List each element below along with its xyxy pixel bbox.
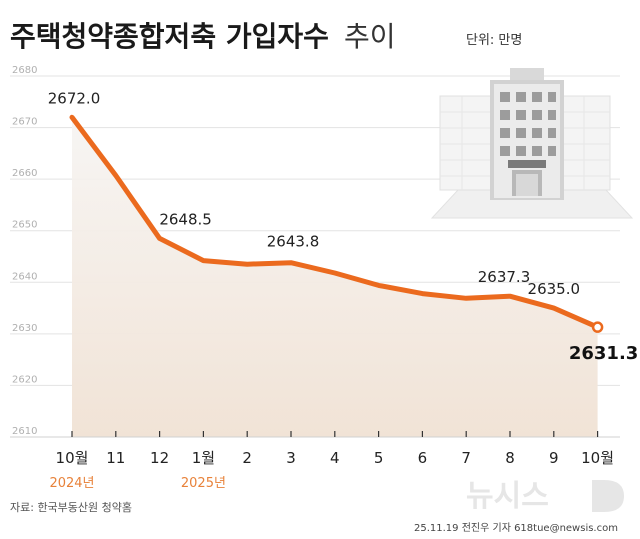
- series-line: [69, 114, 601, 330]
- unit-label: 단위: 만명: [466, 33, 522, 48]
- xtick-label: 9: [549, 449, 559, 467]
- data-label: 2635.0: [528, 280, 581, 298]
- ytick-label-2680: 2680: [12, 65, 37, 76]
- xtick-label: 12: [150, 449, 169, 467]
- data-label: 2672.0: [48, 89, 101, 107]
- data-label: 2643.8: [267, 233, 320, 251]
- data-label: 2631.3: [569, 343, 638, 364]
- xtick-label: 5: [374, 449, 384, 467]
- xtick-label: 1월: [192, 449, 215, 467]
- data-label: 2637.3: [478, 268, 531, 286]
- endpoint-marker: [591, 321, 604, 333]
- area-fill: [72, 117, 598, 438]
- source-label: 자료: 한국부동산원 청약홈: [10, 500, 132, 514]
- credit-label: 25.11.19 전진우 기자 618tue@newsis.com: [414, 522, 618, 534]
- ytick-label-2630: 2630: [12, 323, 37, 334]
- xtick-label: 10월: [581, 449, 614, 467]
- newsis-logo: 뉴시스: [466, 479, 549, 514]
- year-label: 2025년: [181, 476, 226, 491]
- ytick-label-2640: 2640: [12, 271, 37, 282]
- xtick-label: 6: [418, 449, 428, 467]
- xtick-label: 7: [461, 449, 471, 467]
- title-main: 주택청약종합저축 가입자수: [10, 20, 329, 53]
- xtick-label: 3: [286, 449, 296, 467]
- chart-marks: 10월 11 12 1월 2 3 4 5 6 7 8 9 10월 2024년 2025년 2672.0 2648…: [10, 89, 638, 491]
- xtick-label: 11: [106, 449, 125, 467]
- logo-d-icon: [592, 480, 624, 512]
- xtick-label: 10월: [56, 449, 89, 467]
- title-light: 추이: [344, 20, 396, 53]
- ytick-label-2670: 2670: [12, 117, 37, 128]
- ytick-label-2650: 2650: [12, 220, 37, 231]
- ytick-label-2620: 2620: [12, 374, 37, 385]
- xtick-label: 8: [505, 449, 515, 467]
- xtick-label: 2: [242, 449, 252, 467]
- year-label: 2024년: [49, 476, 94, 491]
- xtick-label: 4: [330, 449, 340, 467]
- ytick-label-2610: 2610: [12, 426, 37, 437]
- data-label: 2648.5: [159, 210, 212, 228]
- chart-title: 주택청약종합저축 가입자수 추이: [10, 20, 396, 53]
- building-icon: [430, 68, 634, 219]
- ytick-label-2660: 2660: [12, 168, 37, 179]
